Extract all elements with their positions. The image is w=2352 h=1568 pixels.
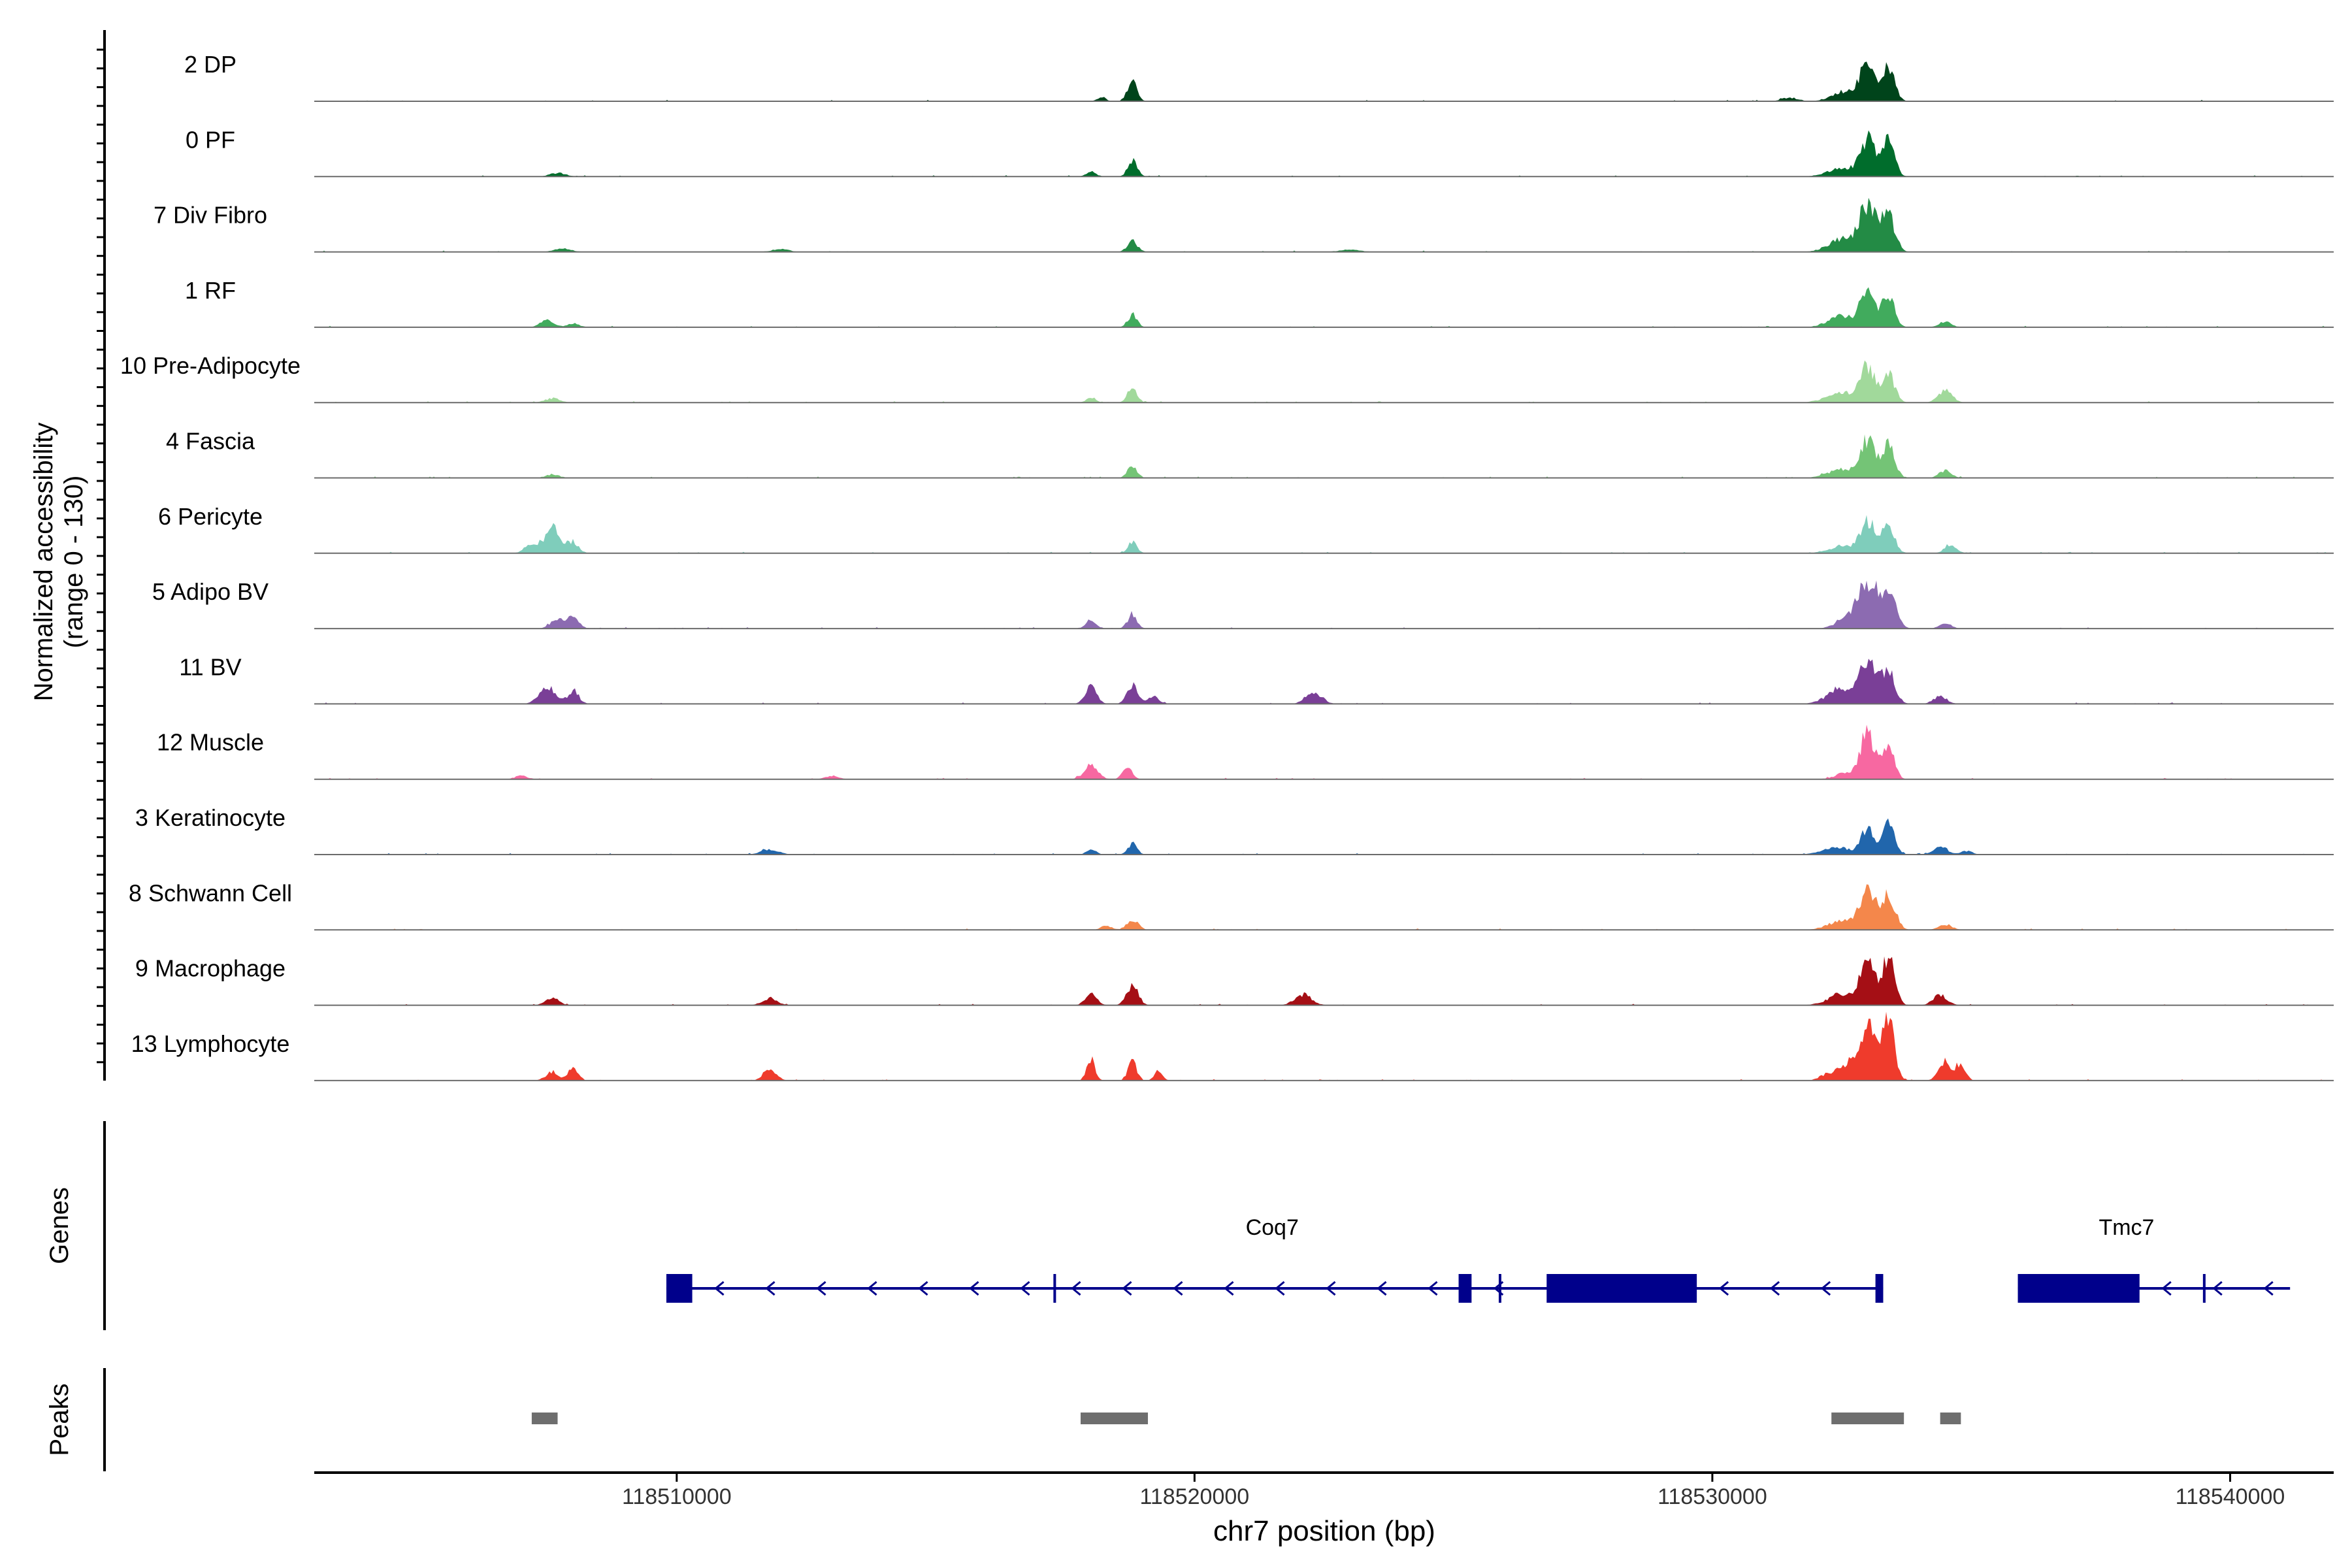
strand-arrow bbox=[2161, 1281, 2172, 1296]
x-tick-label: 118510000 bbox=[622, 1484, 732, 1509]
strand-arrow bbox=[714, 1281, 725, 1296]
strand-arrow bbox=[1224, 1281, 1234, 1296]
coverage-area bbox=[314, 580, 2334, 629]
track-label: 8 Schwann Cell bbox=[129, 879, 292, 906]
track-13-lymphocyte: 13 Lymphocyte bbox=[131, 1011, 2334, 1081]
x-ticks: 118510000 118520000 118530000 118540000 bbox=[622, 1473, 2285, 1509]
gene-coq7: Coq7 bbox=[666, 1215, 1884, 1303]
exon-block bbox=[666, 1274, 693, 1303]
track-label: 12 Muscle bbox=[157, 729, 264, 756]
strand-arrow bbox=[1377, 1281, 1387, 1296]
track-label: 3 Keratinocyte bbox=[135, 804, 286, 831]
peak-bar bbox=[1940, 1413, 1961, 1424]
strand-arrow bbox=[1275, 1281, 1285, 1296]
x-tick-label: 118520000 bbox=[1140, 1484, 1250, 1509]
gene-label: Tmc7 bbox=[2099, 1215, 2154, 1240]
strand-arrow bbox=[1071, 1281, 1081, 1296]
strand-arrow bbox=[2212, 1281, 2223, 1296]
track-label: 9 Macrophage bbox=[135, 955, 286, 982]
strand-arrow bbox=[1326, 1281, 1336, 1296]
track-9-macrophage: 9 Macrophage bbox=[135, 955, 2334, 1006]
gene-label: Coq7 bbox=[1246, 1215, 1299, 1240]
strand-arrow bbox=[1820, 1281, 1831, 1296]
track-10-pre-adipocyte: 10 Pre-Adipocyte bbox=[120, 352, 2334, 404]
x-axis-label: chr7 position (bp) bbox=[1213, 1515, 1435, 1547]
strand-arrow bbox=[1020, 1281, 1030, 1296]
coverage-area bbox=[314, 956, 2334, 1005]
coverage-area bbox=[314, 130, 2334, 177]
strand-arrow bbox=[1769, 1281, 1780, 1296]
track-1-rf: 1 RF bbox=[185, 277, 2334, 328]
track-label: 5 Adipo BV bbox=[152, 578, 269, 605]
track-12-muscle: 12 Muscle bbox=[157, 725, 2334, 780]
coverage-area bbox=[314, 287, 2334, 327]
coverage-area bbox=[314, 818, 2334, 855]
track-label: 1 RF bbox=[185, 277, 236, 304]
track-11-bv: 11 BV bbox=[179, 653, 2334, 705]
coverage-area bbox=[314, 434, 2334, 478]
peaks-panel: Peaks bbox=[45, 1368, 1961, 1471]
coverage-tracks: 2 DP 0 PF 7 Div Fibro 1 RF 10 Pre-Adipocyte 4… bbox=[120, 51, 2334, 1081]
exon-block bbox=[1458, 1274, 1472, 1303]
strand-arrow bbox=[1173, 1281, 1183, 1296]
coverage-area bbox=[314, 1011, 2334, 1081]
coverage-area bbox=[314, 659, 2334, 704]
strand-arrow bbox=[1428, 1281, 1438, 1296]
gene-tmc7: Tmc7 bbox=[2017, 1215, 2291, 1303]
y-axis-label: Normalized accessibility bbox=[29, 423, 58, 702]
exon-block bbox=[2017, 1274, 2140, 1303]
peaks-panel-label: Peaks bbox=[45, 1383, 74, 1456]
track-label: 10 Pre-Adipocyte bbox=[120, 352, 301, 379]
peak-bar bbox=[531, 1413, 558, 1424]
genes-panel-label: Genes bbox=[45, 1187, 74, 1264]
strand-arrow bbox=[1718, 1281, 1729, 1296]
track-8-schwann-cell: 8 Schwann Cell bbox=[129, 879, 2334, 931]
track-0-pf: 0 PF bbox=[186, 126, 2334, 178]
strand-arrow bbox=[918, 1281, 928, 1296]
track-4-fascia: 4 Fascia bbox=[166, 428, 2334, 479]
track-label: 6 Pericyte bbox=[158, 503, 263, 530]
coverage-area bbox=[314, 884, 2334, 930]
exon-block bbox=[1875, 1274, 1884, 1303]
x-axis: 118510000 118520000 118530000 118540000 chr… bbox=[314, 1471, 2334, 1547]
track-6-pericyte: 6 Pericyte bbox=[158, 503, 2334, 554]
track-3-keratinocyte: 3 Keratinocyte bbox=[135, 804, 2334, 855]
genes-panel: Genes Coq7 Tmc7 bbox=[45, 1121, 2291, 1330]
strand-arrow bbox=[816, 1281, 826, 1296]
coverage-area bbox=[314, 360, 2334, 403]
strand-arrow bbox=[2263, 1281, 2274, 1296]
track-label: 11 BV bbox=[179, 653, 241, 680]
strand-arrow bbox=[867, 1281, 877, 1296]
track-2-dp: 2 DP bbox=[184, 51, 2334, 102]
track-label: 4 Fascia bbox=[166, 428, 255, 455]
peak-bar bbox=[1080, 1413, 1149, 1424]
coverage-area bbox=[314, 197, 2334, 252]
y-axis-range-label: (range 0 - 130) bbox=[59, 476, 88, 649]
peak-bars bbox=[531, 1413, 1961, 1424]
track-7-div-fibro: 7 Div Fibro bbox=[154, 197, 2334, 253]
strand-arrow bbox=[969, 1281, 979, 1296]
track-label: 0 PF bbox=[186, 126, 235, 153]
strand-arrow bbox=[765, 1281, 776, 1296]
exon-block bbox=[1546, 1274, 1697, 1303]
track-label: 13 Lymphocyte bbox=[131, 1030, 290, 1057]
coverage-area bbox=[314, 515, 2334, 553]
peak-bar bbox=[1831, 1413, 1904, 1424]
strand-arrow bbox=[1122, 1281, 1132, 1296]
gene-models: Coq7 Tmc7 bbox=[666, 1215, 2291, 1303]
coverage-area bbox=[314, 725, 2334, 779]
track-label: 7 Div Fibro bbox=[154, 202, 267, 229]
coverage-area bbox=[314, 61, 2334, 101]
y-axis-title: Normalized accessibility (range 0 - 130) bbox=[29, 423, 88, 702]
track-label: 2 DP bbox=[184, 51, 237, 78]
left-axis bbox=[97, 30, 106, 1081]
x-tick-label: 118540000 bbox=[2176, 1484, 2285, 1509]
track-5-adipo-bv: 5 Adipo BV bbox=[152, 578, 2334, 630]
x-tick-label: 118530000 bbox=[1658, 1484, 1767, 1509]
